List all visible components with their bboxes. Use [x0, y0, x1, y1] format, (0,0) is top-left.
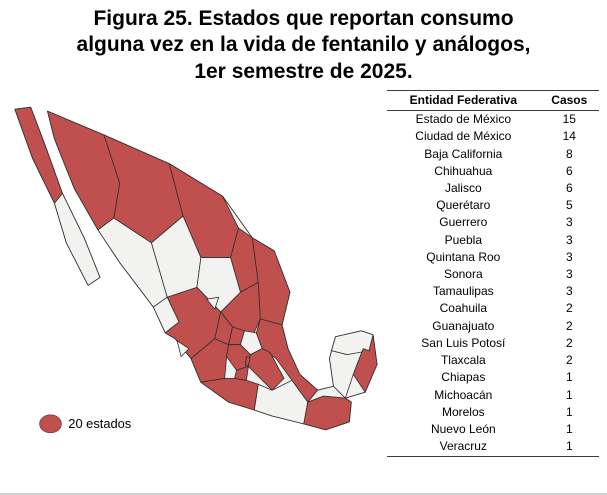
figure-title: Figura 25. Estados que reportan consumo …	[76, 7, 531, 83]
table-row: Veracruz 1	[387, 437, 599, 458]
casos-cell: 1	[565, 421, 573, 436]
casos-cell: 2	[565, 318, 573, 333]
table-header-row: Entidad Federativa Casos	[387, 89, 599, 111]
legend-label: 20 estados	[68, 416, 131, 431]
casos-cell: 14	[562, 129, 576, 144]
entidad-cell: Morelos	[441, 404, 485, 419]
entidad-cell: Guerrero	[439, 215, 488, 230]
table-row: Estado de México 15	[387, 110, 599, 128]
mexico-choropleth-map: 20 estados	[14, 106, 378, 433]
casos-cell: 5	[565, 198, 573, 213]
state-baja-california-sur	[54, 192, 101, 286]
entidad-cell: Quintana Roo	[426, 249, 501, 264]
figure-content: 20 estados Entidad Federativa Casos Esta…	[0, 87, 607, 458]
table-row: Baja California 8	[387, 145, 599, 162]
entidad-cell: Estado de México	[415, 112, 511, 127]
table-row: Tlaxcala 2	[387, 352, 599, 369]
state-chiapas	[303, 395, 352, 430]
entidad-cell: Tamaulipas	[432, 284, 494, 299]
casos-cell: 8	[565, 146, 573, 161]
entidad-cell: Jalisco	[444, 181, 482, 196]
casos-cell: 3	[565, 267, 573, 282]
header-casos: Casos	[539, 89, 599, 111]
state-guerrero	[200, 377, 259, 411]
header-entidad-federativa: Entidad Federativa	[387, 89, 540, 111]
table-row: Ciudad de México 14	[387, 128, 599, 145]
entidad-cell: Coahuila	[439, 301, 487, 316]
table-row: Guanajuato 2	[387, 317, 599, 334]
casos-cell: 1	[565, 387, 573, 402]
casos-cell: 2	[565, 335, 573, 350]
cases-table: Entidad Federativa Casos Estado de Méxic…	[387, 89, 599, 458]
figure-page: { "title": "Figura 25. Estados que repor…	[0, 6, 607, 495]
table-row: Michoacán 1	[387, 386, 599, 403]
table-row: Jalisco 6	[387, 180, 599, 197]
casos-cell: 6	[565, 181, 573, 196]
table-row: Tamaulipas 3	[387, 283, 599, 300]
entidad-cell: Querétaro	[436, 198, 491, 213]
state-colima	[176, 340, 190, 357]
state-quintana-roo	[352, 334, 378, 393]
entidad-cell: Guanajuato	[432, 318, 495, 333]
state-puebla	[247, 348, 285, 391]
table-row: Chihuahua 6	[387, 162, 599, 179]
entidad-cell: Ciudad de México	[415, 129, 512, 144]
casos-cell: 15	[562, 112, 576, 127]
table-body: Estado de México 15 Ciudad de México 14 …	[387, 110, 599, 458]
entidad-cell: Chihuahua	[434, 163, 493, 178]
table-row: Quintana Roo 3	[387, 248, 599, 265]
casos-cell: 2	[565, 353, 573, 368]
mexico-map-container: 20 estados	[0, 87, 385, 453]
entidad-cell: Chiapas	[441, 370, 486, 385]
entidad-cell: Michoacán	[434, 387, 493, 402]
casos-cell: 1	[539, 437, 599, 458]
casos-cell: 2	[565, 301, 573, 316]
casos-cell: 3	[565, 215, 573, 230]
table-row: San Luis Potosí 2	[387, 334, 599, 351]
casos-cell: 3	[565, 284, 573, 299]
legend-marker	[39, 414, 62, 433]
entidad-cell: Tlaxcala	[440, 353, 486, 368]
casos-cell: 1	[565, 404, 573, 419]
table-row: Coahuila 2	[387, 300, 599, 317]
casos-cell: 6	[565, 163, 573, 178]
casos-cell: 3	[565, 249, 573, 264]
legend: 20 estados	[39, 414, 131, 433]
table-row: Querétaro 5	[387, 197, 599, 214]
entidad-cell: Veracruz	[387, 437, 540, 458]
table-row: Morelos 1	[387, 403, 599, 420]
table-row: Chiapas 1	[387, 369, 599, 386]
entidad-cell: San Luis Potosí	[421, 335, 506, 350]
table-row: Sonora 3	[387, 266, 599, 283]
casos-cell: 1	[565, 370, 573, 385]
table-row: Puebla 3	[387, 231, 599, 248]
entidad-cell: Puebla	[444, 232, 482, 247]
cases-table-container: Entidad Federativa Casos Estado de Méxic…	[385, 87, 607, 458]
state-aguascalientes	[206, 296, 220, 310]
table-row: Guerrero 3	[387, 214, 599, 231]
entidad-cell: Nuevo León	[430, 421, 496, 436]
casos-cell: 3	[565, 232, 573, 247]
entidad-cell: Baja California	[424, 146, 503, 161]
entidad-cell: Sonora	[443, 267, 483, 282]
table-row: Nuevo León 1	[387, 420, 599, 437]
